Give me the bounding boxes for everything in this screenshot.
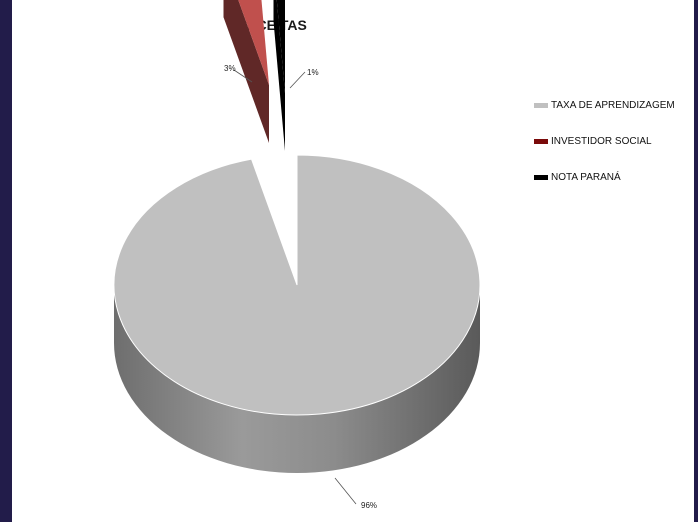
legend-label: INVESTIDOR SOCIAL: [551, 136, 652, 147]
legend-label: TAXA DE APRENDIZAGEM: [551, 100, 675, 111]
legend-swatch: [534, 103, 548, 108]
pie-slice-edge-2: [273, 0, 285, 151]
data-label-leader: [289, 71, 306, 89]
slide-border: [694, 0, 698, 522]
data-label: 1%: [307, 68, 319, 77]
legend-label: NOTA PARANÁ: [551, 170, 621, 183]
data-label: 96%: [361, 501, 377, 510]
legend-swatch: [534, 175, 548, 180]
pie-slice-side-0: [114, 285, 480, 473]
pie-slice-0: [113, 154, 481, 416]
pie-slice-1: [238, 0, 269, 85]
data-label-leader: [233, 69, 253, 83]
legend-swatch: [534, 139, 548, 144]
data-label-leader: [334, 477, 357, 505]
pie-slice-2: [276, 0, 285, 93]
pie-slice-edge-1: [223, 0, 269, 143]
data-label: 3%: [224, 64, 236, 73]
